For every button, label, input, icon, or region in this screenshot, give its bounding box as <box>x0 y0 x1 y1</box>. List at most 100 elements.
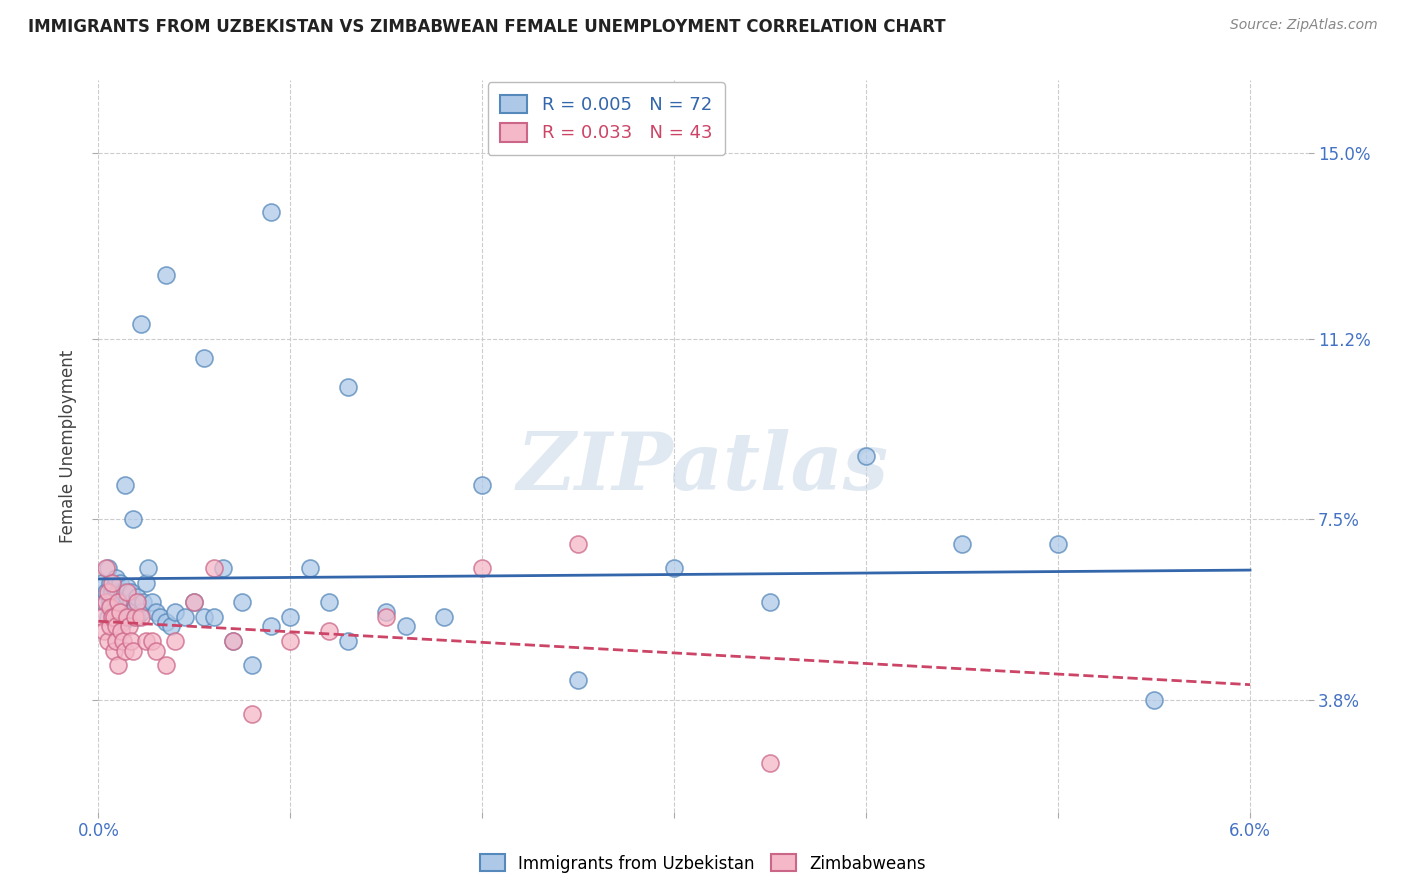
Point <box>240 658 263 673</box>
Point <box>125 609 148 624</box>
Point <box>124 599 146 614</box>
Point <box>318 595 340 609</box>
Point <box>375 605 398 619</box>
Point <box>115 585 138 599</box>
Text: ZIPatlas: ZIPatlas <box>517 429 889 507</box>
Point <box>145 605 167 619</box>
Point <box>173 609 195 624</box>
Point <box>120 585 142 599</box>
Point <box>104 599 127 614</box>
Point <box>759 595 782 609</box>
Point <box>101 585 124 599</box>
Point <box>135 575 157 590</box>
Point <box>165 634 187 648</box>
Point <box>104 619 127 633</box>
Point <box>101 605 124 619</box>
Point <box>149 609 172 624</box>
Point <box>108 605 131 619</box>
Point <box>114 644 136 658</box>
Point <box>94 561 117 575</box>
Point <box>183 595 205 609</box>
Point <box>567 536 589 550</box>
Point <box>231 595 253 609</box>
Point <box>145 644 167 658</box>
Point <box>104 634 127 648</box>
Point <box>97 561 120 575</box>
Point <box>120 634 142 648</box>
Point <box>101 609 124 624</box>
Point <box>155 268 177 283</box>
Point <box>260 205 283 219</box>
Text: Source: ZipAtlas.com: Source: ZipAtlas.com <box>1230 18 1378 32</box>
Point <box>298 561 321 575</box>
Point <box>193 351 215 366</box>
Point <box>336 380 359 394</box>
Point <box>471 561 494 575</box>
Point <box>155 615 177 629</box>
Point <box>471 478 494 492</box>
Point <box>93 595 115 609</box>
Point <box>97 609 120 624</box>
Point <box>114 478 136 492</box>
Point <box>115 581 138 595</box>
Point <box>280 609 302 624</box>
Point <box>98 619 121 633</box>
Point <box>125 590 148 604</box>
Point <box>394 619 416 633</box>
Point <box>103 590 125 604</box>
Point <box>101 575 124 590</box>
Point <box>567 673 589 687</box>
Point <box>318 624 340 639</box>
Point <box>135 634 157 648</box>
Point <box>107 595 129 609</box>
Point <box>222 634 245 648</box>
Point <box>114 599 136 614</box>
Point <box>110 624 132 639</box>
Point <box>108 575 131 590</box>
Point <box>131 595 153 609</box>
Point <box>141 595 163 609</box>
Point <box>183 595 205 609</box>
Point <box>375 609 398 624</box>
Point <box>280 634 302 648</box>
Point <box>122 644 145 658</box>
Point <box>212 561 235 575</box>
Point <box>110 605 132 619</box>
Point <box>124 609 146 624</box>
Point <box>129 605 152 619</box>
Point <box>222 634 245 648</box>
Point <box>759 756 782 770</box>
Point <box>240 707 263 722</box>
Point <box>107 658 129 673</box>
Point <box>98 575 121 590</box>
Point <box>91 609 114 624</box>
Point <box>260 619 283 633</box>
Point <box>115 609 138 624</box>
Point <box>118 609 141 624</box>
Text: IMMIGRANTS FROM UZBEKISTAN VS ZIMBABWEAN FEMALE UNEMPLOYMENT CORRELATION CHART: IMMIGRANTS FROM UZBEKISTAN VS ZIMBABWEAN… <box>28 18 946 36</box>
Point <box>112 615 135 629</box>
Point <box>165 605 187 619</box>
Point <box>112 585 135 599</box>
Point <box>125 595 148 609</box>
Point <box>94 585 117 599</box>
Point <box>118 619 141 633</box>
Point <box>202 609 225 624</box>
Point <box>433 609 456 624</box>
Point <box>93 624 115 639</box>
Point <box>120 595 142 609</box>
Point <box>336 634 359 648</box>
Point <box>103 609 125 624</box>
Point <box>103 581 125 595</box>
Point <box>950 536 973 550</box>
Point <box>122 512 145 526</box>
Point <box>115 590 138 604</box>
Point <box>129 317 152 331</box>
Legend: Immigrants from Uzbekistan, Zimbabweans: Immigrants from Uzbekistan, Zimbabweans <box>472 847 934 880</box>
Point <box>94 595 117 609</box>
Point <box>136 561 159 575</box>
Point <box>98 599 121 614</box>
Point <box>1047 536 1070 550</box>
Point <box>103 644 125 658</box>
Point <box>97 634 120 648</box>
